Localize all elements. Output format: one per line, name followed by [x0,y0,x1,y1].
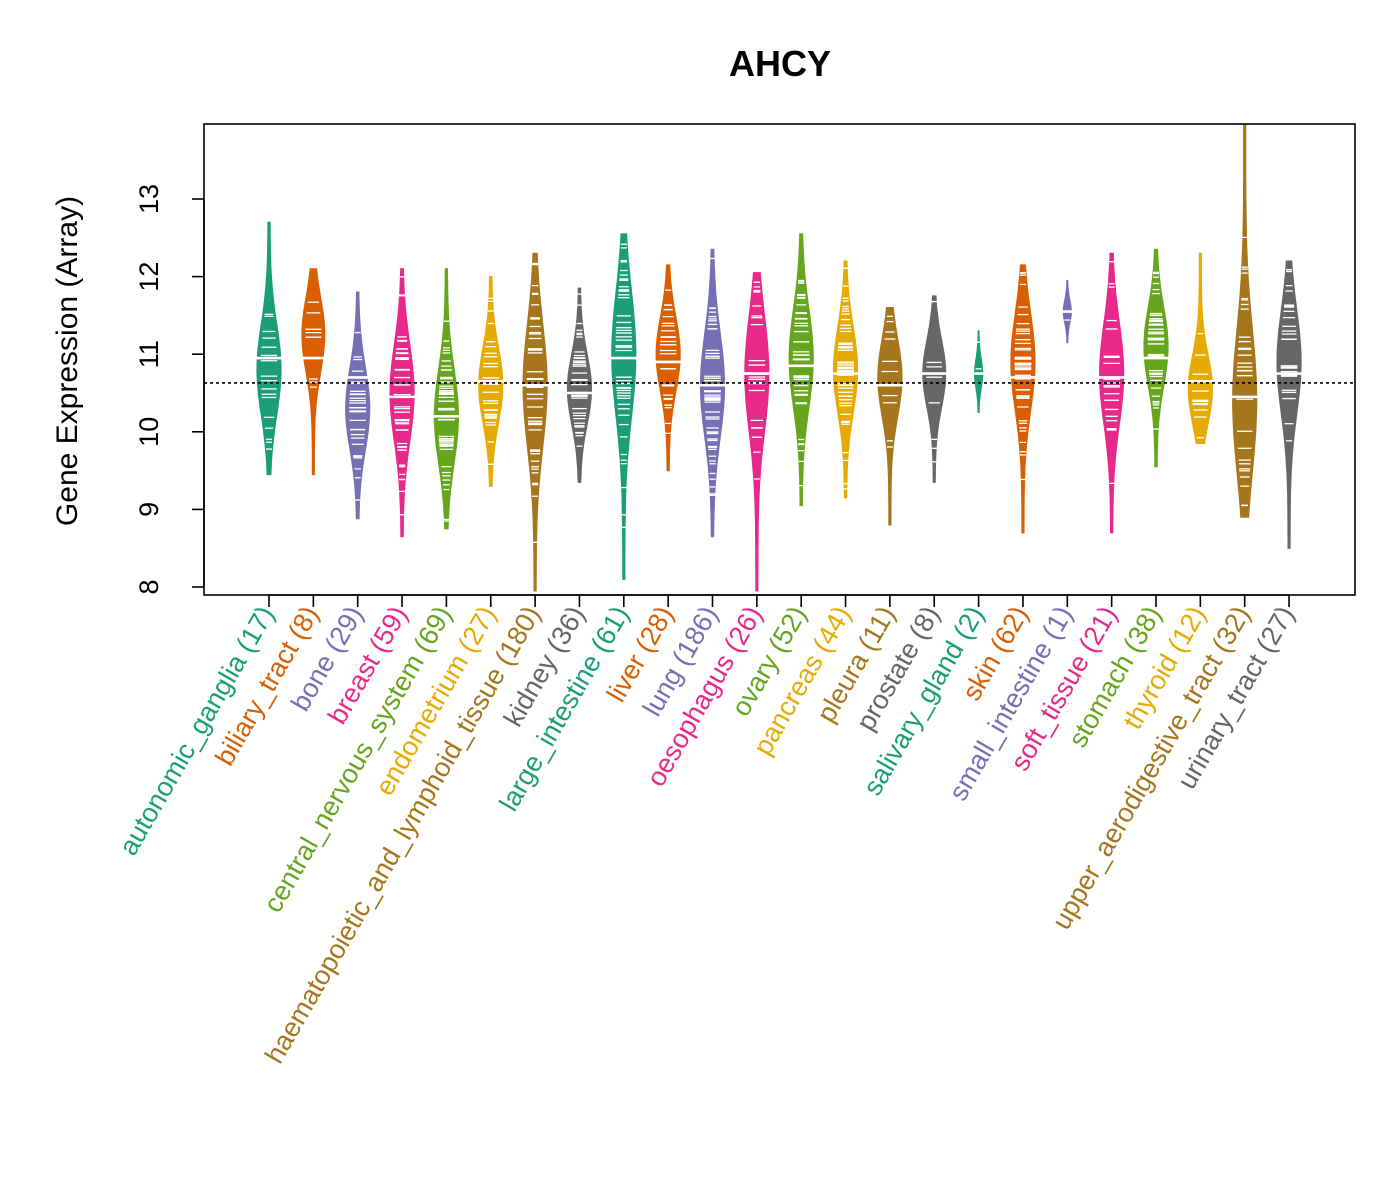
violin-central_nervous_system [430,268,463,530]
violin-kidney [563,287,596,483]
violin-bone [341,291,374,520]
violin-stomach [1140,248,1172,468]
y-tick-label: 10 [134,417,164,447]
violin-small_intestine [1059,279,1076,344]
violin-thyroid [1184,252,1217,445]
violins-group [253,124,1306,592]
violin-large_intestine [607,233,640,580]
violin-skin [1006,264,1039,534]
y-tick-label: 11 [134,340,164,368]
violin-prostate [918,295,950,483]
violin-liver [652,264,685,472]
violin-haematopoietic_and_lymphoid_tissue [519,252,552,592]
plot-frame [203,123,1356,596]
violin-breast [386,268,419,538]
violin-salivary_gland [970,330,987,413]
violin-pancreas [829,260,862,499]
violin-pleura [873,306,906,526]
y-tick-label: 13 [134,184,164,214]
violin-biliary_tract [297,268,329,476]
violin-lung [696,248,729,538]
violin-soft_tissue [1095,252,1128,534]
violin-autonomic_ganglia [253,221,285,476]
violin-oesophagus [740,272,773,592]
y-tick-label: 9 [134,502,164,517]
y-axis: 8 9 10 11 12 13 [134,184,205,595]
violin-endometrium [474,276,507,487]
violin-urinary_tract [1273,260,1306,549]
x-axis: autonomic_ganglia (17)biliary_tract (8)b… [113,594,1300,1068]
y-tick-label: 12 [134,262,164,292]
y-axis-label: Gene Expression (Array) [51,196,84,526]
chart-title: AHCY [729,43,831,84]
y-tick-label: 8 [134,579,164,594]
violin-upper_aerodigestive_tract [1228,124,1261,518]
violin-ovary [785,233,818,507]
